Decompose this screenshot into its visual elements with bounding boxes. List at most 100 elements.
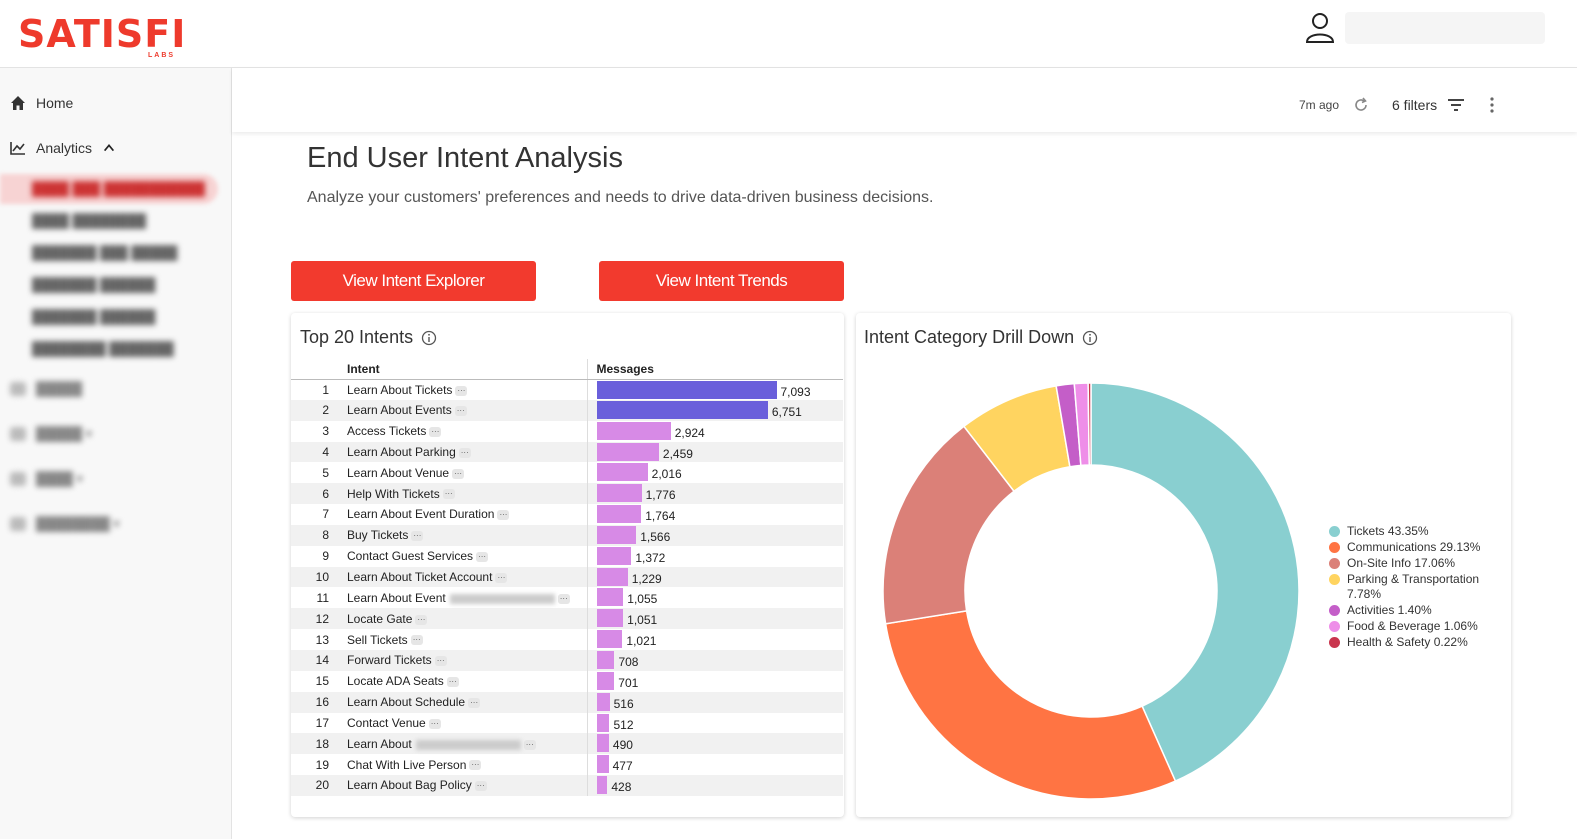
intent-cell[interactable]: Contact Guest Services ··· — [337, 545, 588, 567]
bar[interactable] — [596, 546, 632, 565]
intent-cell[interactable]: Learn About Parking ··· — [337, 441, 588, 463]
bar[interactable] — [596, 380, 777, 399]
legend-item[interactable]: On-Site Info 17.06% — [1329, 556, 1489, 571]
bar[interactable] — [596, 442, 659, 461]
intent-cell[interactable]: Learn About Bag Policy ··· — [337, 775, 588, 796]
table-row[interactable]: 10 Learn About Ticket Account ··· 1,229 — [291, 566, 843, 588]
chevron-up-icon[interactable] — [102, 141, 116, 155]
table-row[interactable]: 5 Learn About Venue ··· 2,016 — [291, 462, 843, 484]
intent-cell[interactable]: Forward Tickets ··· — [337, 649, 588, 671]
bar[interactable] — [596, 400, 768, 419]
more-icon[interactable]: ··· — [468, 697, 481, 708]
table-row[interactable]: 12 Locate Gate ··· 1,051 — [291, 608, 843, 630]
more-icon[interactable]: ··· — [458, 447, 471, 458]
intent-cell[interactable]: Access Tickets ··· — [337, 420, 588, 442]
bar[interactable] — [596, 734, 609, 753]
intent-cell[interactable]: Contact Venue ··· — [337, 712, 588, 734]
column-header-intent[interactable]: Intent — [337, 359, 588, 380]
intent-cell[interactable]: Learn About Venue ··· — [337, 462, 588, 484]
info-icon[interactable] — [1082, 330, 1098, 346]
more-icon[interactable]: ··· — [442, 489, 455, 500]
bar[interactable] — [596, 630, 623, 649]
table-row[interactable]: 3 Access Tickets ··· 2,924 — [291, 420, 843, 442]
table-row[interactable]: 9 Contact Guest Services ··· 1,372 — [291, 545, 843, 567]
more-icon[interactable]: ··· — [497, 510, 510, 521]
more-icon[interactable]: ··· — [557, 593, 570, 604]
intent-cell[interactable]: Sell Tickets ··· — [337, 629, 588, 650]
more-icon[interactable]: ··· — [455, 385, 468, 396]
sidebar-item-analytics[interactable]: Analytics — [10, 137, 116, 159]
more-icon[interactable]: ··· — [434, 656, 447, 667]
more-icon[interactable]: ··· — [428, 718, 441, 729]
intent-cell[interactable]: Learn About Tickets ··· — [337, 379, 588, 400]
sidebar-item-redacted[interactable]: █████ ▾ — [10, 426, 92, 442]
bar[interactable] — [596, 525, 637, 544]
refresh-icon[interactable] — [1352, 96, 1370, 114]
more-icon[interactable]: ··· — [410, 635, 423, 646]
more-icon[interactable]: ··· — [429, 426, 442, 437]
sidebar-item-redacted[interactable]: ████ ▾ — [10, 471, 83, 487]
filter-icon[interactable] — [1448, 98, 1464, 112]
intent-cell[interactable]: Locate Gate ··· — [337, 608, 588, 630]
more-icon[interactable]: ··· — [446, 677, 459, 688]
view-intent-trends-button[interactable]: View Intent Trends — [599, 261, 844, 301]
table-row[interactable]: 14 Forward Tickets ··· 708 — [291, 649, 843, 671]
table-row[interactable]: 15 Locate ADA Seats ··· 701 — [291, 670, 843, 692]
bar[interactable] — [596, 713, 610, 732]
intent-cell[interactable]: Chat With Live Person ··· — [337, 754, 588, 776]
table-row[interactable]: 17 Contact Venue ··· 512 — [291, 712, 843, 734]
legend-item[interactable]: Food & Beverage 1.06% — [1329, 619, 1489, 634]
sidebar-subitem-redacted[interactable]: ███████ ██████ — [32, 277, 156, 292]
bar[interactable] — [596, 776, 608, 795]
bar[interactable] — [596, 650, 615, 669]
more-icon[interactable]: ··· — [469, 760, 482, 771]
legend-item[interactable]: Activities 1.40% — [1329, 603, 1489, 618]
column-header-messages[interactable]: Messages — [587, 359, 835, 380]
intent-cell[interactable]: Learn About ··· — [337, 733, 588, 755]
table-row[interactable]: 11 Learn About Event ··· 1,055 — [291, 587, 843, 609]
intent-cell[interactable]: Help With Tickets ··· — [337, 483, 588, 505]
user-name-redacted[interactable] — [1345, 12, 1545, 44]
table-row[interactable]: 1 Learn About Tickets ··· 7,093 — [291, 379, 843, 400]
sidebar-item-redacted[interactable]: ████████ ▾ — [10, 516, 120, 532]
sidebar-subitem-redacted[interactable]: ████ ███ ███████████ — [32, 181, 206, 196]
donut-slice-communications[interactable] — [884, 610, 1177, 800]
more-icon[interactable]: ··· — [454, 406, 467, 417]
intent-cell[interactable]: Learn About Events ··· — [337, 399, 588, 421]
bar[interactable] — [596, 671, 615, 690]
bar[interactable] — [596, 588, 624, 607]
table-row[interactable]: 4 Learn About Parking ··· 2,459 — [291, 441, 843, 463]
table-row[interactable]: 7 Learn About Event Duration ··· 1,764 — [291, 504, 843, 525]
more-icon[interactable]: ··· — [411, 531, 424, 542]
satisfi-logo[interactable]: SATISFI LABS — [18, 12, 188, 62]
sidebar-subitem-redacted[interactable]: ███████ ███ █████ — [32, 245, 178, 260]
intent-cell[interactable]: Learn About Schedule ··· — [337, 691, 588, 713]
bar[interactable] — [596, 484, 642, 503]
table-row[interactable]: 18 Learn About ··· 490 — [291, 733, 843, 755]
bar[interactable] — [596, 505, 642, 524]
bar[interactable] — [596, 755, 609, 774]
more-icon[interactable]: ··· — [523, 739, 536, 750]
intent-cell[interactable]: Learn About Ticket Account ··· — [337, 566, 588, 588]
more-icon[interactable]: ··· — [476, 552, 489, 562]
more-icon[interactable]: ··· — [452, 468, 465, 479]
table-row[interactable]: 13 Sell Tickets ··· 1,021 — [291, 629, 843, 650]
bar[interactable] — [596, 463, 648, 482]
sidebar-subitem-redacted[interactable]: ████ ████████ — [32, 213, 147, 228]
donut-slice-tickets[interactable] — [1090, 382, 1300, 783]
intent-cell[interactable]: Learn About Event Duration ··· — [337, 504, 588, 525]
sidebar-subitem-redacted[interactable]: ████████ ███████ — [32, 341, 174, 356]
table-row[interactable]: 6 Help With Tickets ··· 1,776 — [291, 483, 843, 505]
bar[interactable] — [596, 567, 628, 586]
bar[interactable] — [596, 692, 610, 711]
sidebar-item-redacted[interactable]: █████ — [10, 381, 82, 396]
table-row[interactable]: 20 Learn About Bag Policy ··· 428 — [291, 775, 843, 796]
table-row[interactable]: 2 Learn About Events ··· 6,751 — [291, 399, 843, 421]
bar[interactable] — [596, 609, 624, 628]
sidebar-item-home[interactable]: Home — [10, 92, 73, 114]
intent-cell[interactable]: Buy Tickets ··· — [337, 524, 588, 546]
table-row[interactable]: 16 Learn About Schedule ··· 516 — [291, 691, 843, 713]
view-intent-explorer-button[interactable]: View Intent Explorer — [291, 261, 536, 301]
user-icon[interactable] — [1303, 10, 1337, 44]
legend-item[interactable]: Parking & Transportation 7.78% — [1329, 572, 1489, 602]
